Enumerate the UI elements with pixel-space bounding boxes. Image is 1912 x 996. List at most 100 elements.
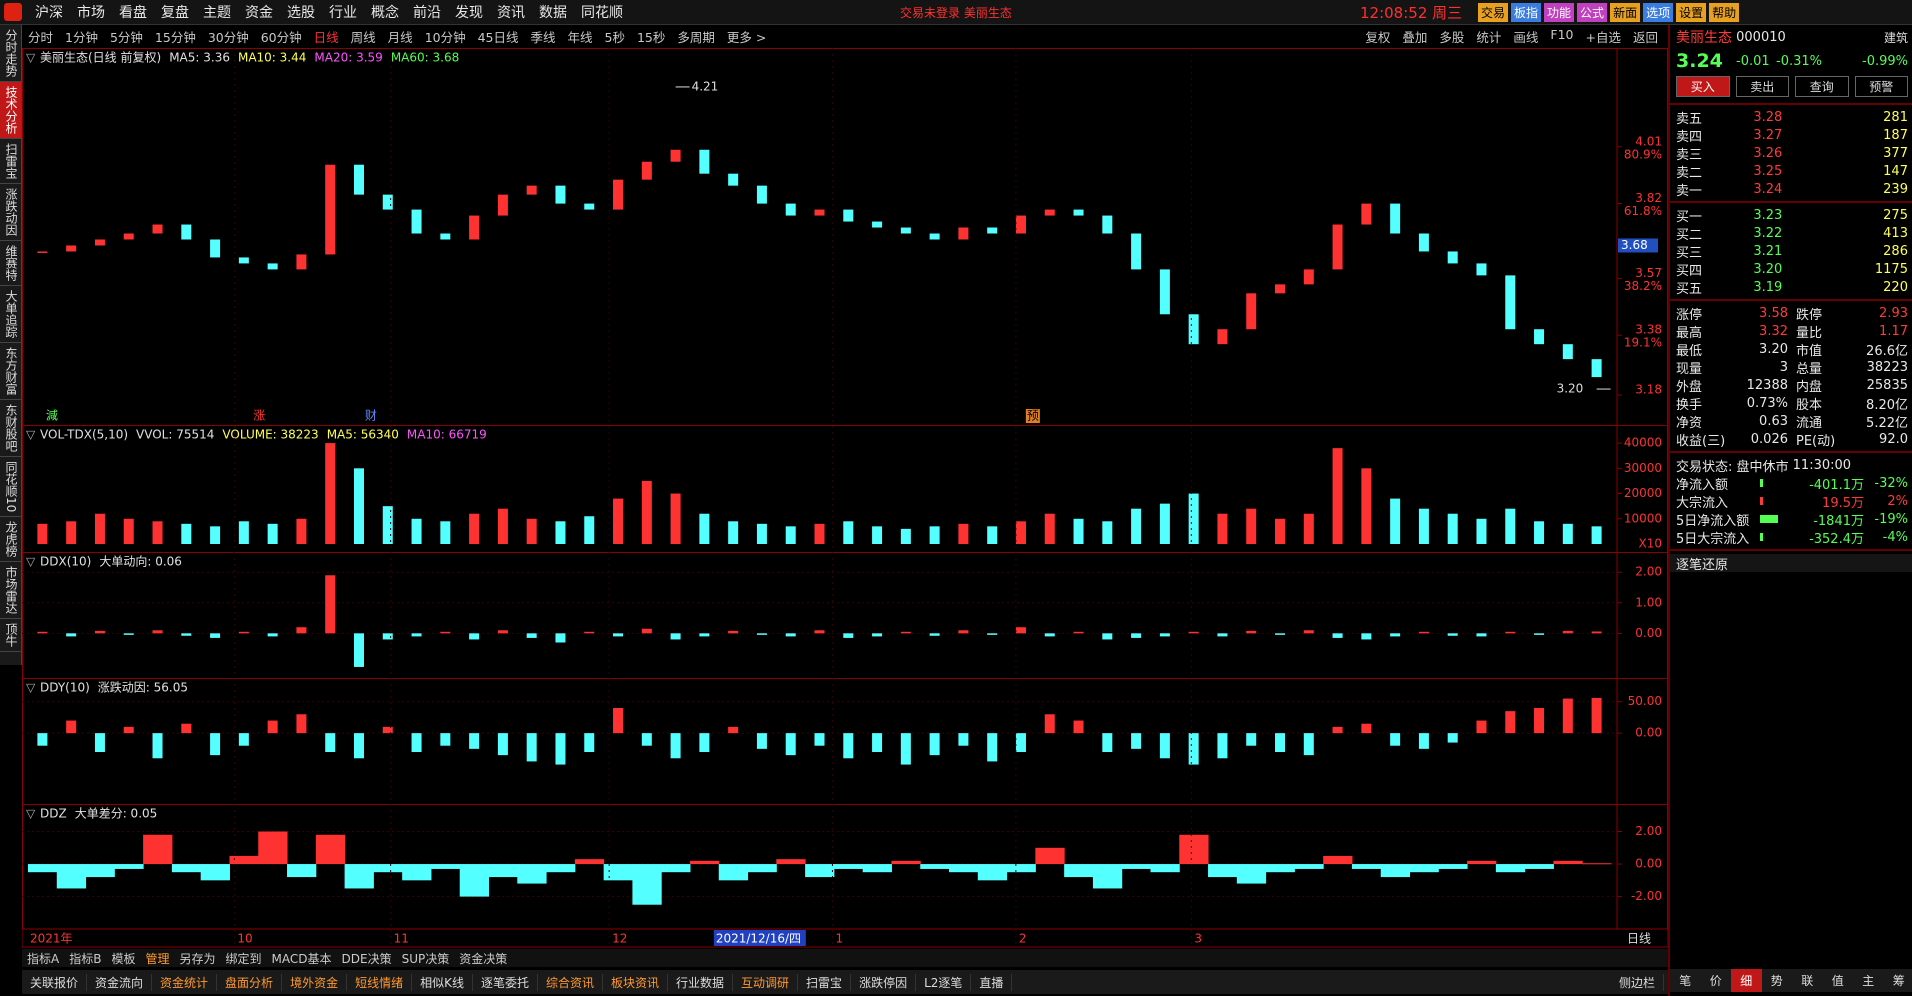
period[interactable]: 1分钟 bbox=[65, 30, 98, 45]
menu-item[interactable]: 概念 bbox=[371, 5, 399, 21]
trade-button[interactable]: 卖出 bbox=[1735, 76, 1789, 97]
bottom-tab[interactable]: 盘面分析 bbox=[217, 973, 283, 991]
bottom-tab[interactable]: 扫雷宝 bbox=[798, 973, 852, 991]
menu-item[interactable]: 发现 bbox=[455, 5, 483, 21]
bottom-tab[interactable]: 相似K线 bbox=[412, 973, 473, 991]
period[interactable]: 年线 bbox=[567, 30, 593, 45]
sidebar-tab[interactable]: 顶牛 bbox=[0, 619, 21, 653]
trade-button[interactable]: 预警 bbox=[1854, 76, 1908, 97]
period[interactable]: 日线 bbox=[313, 30, 339, 45]
menu-item[interactable]: 数据 bbox=[539, 5, 567, 21]
bottom-tab[interactable]: 直播 bbox=[971, 973, 1013, 991]
bottom-tab[interactable]: 行业数据 bbox=[668, 973, 734, 991]
bottom-tab[interactable]: 互动调研 bbox=[733, 973, 799, 991]
bottom-tab[interactable]: 板块资讯 bbox=[603, 973, 669, 991]
indicator-tab[interactable]: 指标B bbox=[69, 951, 102, 966]
indicator-tab[interactable]: SUP决策 bbox=[401, 951, 450, 966]
indicator-tab[interactable]: 资金决策 bbox=[459, 951, 508, 966]
period[interactable]: 30分钟 bbox=[207, 30, 249, 45]
menu-item[interactable]: 同花顺 bbox=[581, 5, 623, 21]
period[interactable]: 15分钟 bbox=[154, 30, 196, 45]
quote-tab[interactable]: 值 bbox=[1831, 974, 1844, 988]
tool-button[interactable]: 画线 bbox=[1513, 30, 1539, 45]
period[interactable]: 周线 bbox=[350, 30, 376, 45]
period[interactable]: 更多 > bbox=[726, 30, 767, 45]
indicator-tab[interactable]: 模板 bbox=[111, 951, 136, 966]
menu-item[interactable]: 市场 bbox=[77, 5, 105, 21]
menu-item[interactable]: 主题 bbox=[203, 5, 231, 21]
sidebar-tab[interactable]: 涨跌动因 bbox=[0, 184, 21, 241]
bottom-tab[interactable]: 综合资讯 bbox=[538, 973, 603, 991]
period[interactable]: 季线 bbox=[530, 30, 556, 45]
tool-button[interactable]: F10 bbox=[1550, 27, 1574, 42]
menu-item[interactable]: 选股 bbox=[287, 5, 315, 21]
sidebar-tab[interactable]: 市场雷达 bbox=[0, 562, 21, 620]
flow-row: 5日大宗流入 -352.4万 -4% bbox=[1670, 528, 1912, 547]
menu-button[interactable]: 交易 bbox=[1478, 2, 1509, 22]
quote-tab[interactable]: 联 bbox=[1801, 974, 1814, 988]
menu-button[interactable]: 选项 bbox=[1643, 2, 1674, 22]
menu-button[interactable]: 公式 bbox=[1577, 2, 1608, 22]
sidebar-tab[interactable]: 大单追踪 bbox=[0, 286, 21, 343]
tool-button[interactable]: 叠加 bbox=[1402, 30, 1428, 45]
period[interactable]: 10分钟 bbox=[424, 30, 466, 45]
indicator-tab[interactable]: 管理 bbox=[145, 951, 170, 966]
bottom-tab[interactable]: 关联报价 bbox=[22, 973, 88, 991]
quote-tab[interactable]: 主 bbox=[1862, 974, 1875, 988]
sidebar-tab[interactable]: 同花顺10 bbox=[0, 457, 21, 518]
period[interactable]: 15秒 bbox=[636, 30, 666, 45]
menu-button[interactable]: 板指 bbox=[1511, 2, 1542, 22]
bottom-tab[interactable]: 资金流向 bbox=[87, 973, 153, 991]
indicator-tab[interactable]: DDE决策 bbox=[341, 951, 392, 966]
indicator-tab[interactable]: 绑定到 bbox=[225, 951, 262, 966]
bottom-tab[interactable]: L2逐笔 bbox=[916, 973, 972, 991]
menu-item[interactable]: 沪深 bbox=[35, 5, 63, 21]
period[interactable]: 分时 bbox=[28, 30, 54, 45]
menu-item[interactable]: 复盘 bbox=[161, 5, 189, 21]
bottom-tab[interactable]: 资金统计 bbox=[152, 973, 218, 991]
indicator-tab[interactable]: 指标A bbox=[27, 951, 60, 966]
bottom-tab[interactable]: 涨跌停因 bbox=[851, 973, 917, 991]
indicator-tab[interactable]: 另存为 bbox=[179, 951, 216, 966]
quote-tab[interactable]: 价 bbox=[1709, 974, 1722, 988]
period[interactable]: 月线 bbox=[387, 30, 413, 45]
menu-button[interactable]: 功能 bbox=[1544, 2, 1575, 22]
period[interactable]: 45日线 bbox=[477, 30, 519, 45]
period[interactable]: 多周期 bbox=[677, 30, 715, 45]
sidebar-tab[interactable]: 分时走势 bbox=[0, 25, 21, 82]
sidebar-tab[interactable]: 东方财富 bbox=[0, 343, 21, 400]
indicator-tab[interactable]: MACD基本 bbox=[271, 951, 332, 966]
sidebar-tab[interactable]: 龙虎榜 bbox=[0, 517, 21, 563]
bottom-tab[interactable]: 短线情绪 bbox=[347, 973, 413, 991]
tool-button[interactable]: 统计 bbox=[1476, 30, 1502, 45]
sidebar-tab[interactable]: 技术分析 bbox=[0, 82, 21, 139]
quote-tab[interactable]: 笔 bbox=[1679, 974, 1692, 988]
trade-button[interactable]: 买入 bbox=[1676, 76, 1730, 97]
menu-button[interactable]: 帮助 bbox=[1709, 2, 1740, 22]
menu-button[interactable]: 设置 bbox=[1676, 2, 1707, 22]
quote-tab[interactable]: 筹 bbox=[1892, 974, 1905, 988]
sidebar-tab[interactable]: 维赛特 bbox=[0, 241, 21, 286]
quote-tab[interactable]: 势 bbox=[1770, 974, 1783, 988]
period[interactable]: 60分钟 bbox=[260, 30, 302, 45]
bottom-tab[interactable]: 境外资金 bbox=[282, 973, 348, 991]
tool-button[interactable]: 复权 bbox=[1365, 30, 1391, 45]
tool-button[interactable]: 多股 bbox=[1439, 30, 1465, 45]
tool-button[interactable]: +自选 bbox=[1585, 30, 1621, 45]
menu-item[interactable]: 资讯 bbox=[497, 5, 525, 21]
sidebar-tab[interactable]: 东财股吧 bbox=[0, 400, 21, 457]
period[interactable]: 5分钟 bbox=[109, 30, 143, 45]
menu-item[interactable]: 资金 bbox=[245, 5, 273, 21]
tool-button[interactable]: 返回 bbox=[1632, 30, 1658, 45]
menu-button[interactable]: 新面 bbox=[1610, 2, 1641, 22]
sidebar-button[interactable]: 侧边栏 bbox=[1611, 973, 1664, 991]
period[interactable]: 5秒 bbox=[604, 30, 625, 45]
quote-tab[interactable]: 细 bbox=[1731, 969, 1762, 992]
industry[interactable]: 建筑 bbox=[1883, 30, 1908, 45]
bottom-tab[interactable]: 逐笔委托 bbox=[473, 973, 538, 991]
trade-button[interactable]: 查询 bbox=[1795, 76, 1849, 97]
menu-item[interactable]: 前沿 bbox=[413, 5, 441, 21]
menu-item[interactable]: 行业 bbox=[329, 5, 357, 21]
sidebar-tab[interactable]: 扫雷宝 bbox=[0, 139, 21, 184]
menu-item[interactable]: 看盘 bbox=[119, 5, 147, 21]
